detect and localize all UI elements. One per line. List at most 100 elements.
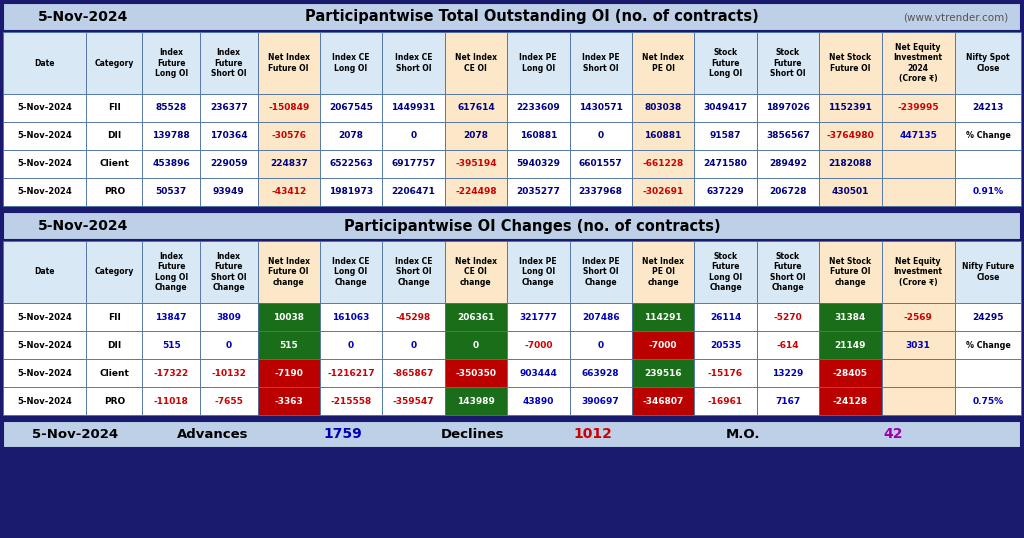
Text: Index
Future
Short OI
Change: Index Future Short OI Change <box>211 252 247 292</box>
Text: Index PE
Long OI: Index PE Long OI <box>519 53 557 73</box>
Text: 5-Nov-2024: 5-Nov-2024 <box>38 10 128 24</box>
Bar <box>257 94 319 122</box>
Bar <box>319 241 382 303</box>
Bar <box>444 122 507 150</box>
Bar <box>882 359 955 387</box>
Bar <box>757 241 819 303</box>
Text: Participantwise Total Outstanding OI (no. of contracts): Participantwise Total Outstanding OI (no… <box>305 10 759 25</box>
Bar <box>142 178 200 206</box>
Text: 0: 0 <box>598 341 604 350</box>
Bar <box>819 178 882 206</box>
Bar <box>319 94 382 122</box>
Bar <box>507 32 569 94</box>
Text: Index PE
Short OI: Index PE Short OI <box>582 53 620 73</box>
Text: Net Index
PE OI: Net Index PE OI <box>642 53 684 73</box>
Bar <box>569 178 632 206</box>
Bar <box>319 387 382 415</box>
Bar <box>694 32 757 94</box>
Text: -215558: -215558 <box>331 397 372 406</box>
Text: 50537: 50537 <box>156 188 186 196</box>
Text: 161063: 161063 <box>333 313 370 322</box>
Text: -1216217: -1216217 <box>328 369 375 378</box>
Bar <box>86 94 142 122</box>
Text: 2035277: 2035277 <box>516 188 560 196</box>
Bar <box>507 331 569 359</box>
Text: 207486: 207486 <box>582 313 620 322</box>
Text: 13847: 13847 <box>156 313 187 322</box>
Text: 903444: 903444 <box>519 369 557 378</box>
Text: 5940329: 5940329 <box>516 159 560 168</box>
Text: 1430571: 1430571 <box>579 103 623 112</box>
Bar <box>757 331 819 359</box>
Text: 6917757: 6917757 <box>391 159 435 168</box>
Bar <box>819 331 882 359</box>
Text: -3363: -3363 <box>274 397 303 406</box>
Bar <box>382 150 444 178</box>
Text: 803038: 803038 <box>644 103 682 112</box>
Text: 2078: 2078 <box>339 131 364 140</box>
Text: -239995: -239995 <box>897 103 939 112</box>
Bar <box>142 359 200 387</box>
Bar <box>507 178 569 206</box>
Bar <box>632 359 694 387</box>
Bar <box>257 122 319 150</box>
Text: DII: DII <box>108 341 122 350</box>
Text: 143989: 143989 <box>457 397 495 406</box>
Bar <box>142 387 200 415</box>
Text: -302691: -302691 <box>642 188 684 196</box>
Bar <box>382 178 444 206</box>
Text: 26114: 26114 <box>710 313 741 322</box>
Bar <box>507 122 569 150</box>
Bar <box>882 150 955 178</box>
Text: -661228: -661228 <box>642 159 684 168</box>
Text: Stock
Future
Short OI
Change: Stock Future Short OI Change <box>770 252 806 292</box>
Text: 617614: 617614 <box>457 103 495 112</box>
Bar <box>955 122 1021 150</box>
Text: 5-Nov-2024: 5-Nov-2024 <box>17 341 72 350</box>
Bar <box>757 359 819 387</box>
Bar <box>632 122 694 150</box>
Bar <box>757 150 819 178</box>
Bar <box>3 32 86 94</box>
Text: -16961: -16961 <box>708 397 743 406</box>
Bar <box>819 150 882 178</box>
Text: Net Equity
Investment
(Crore ₹): Net Equity Investment (Crore ₹) <box>894 257 943 287</box>
Text: PRO: PRO <box>103 397 125 406</box>
Bar <box>757 122 819 150</box>
Text: -350350: -350350 <box>456 369 497 378</box>
Bar <box>200 122 257 150</box>
Bar <box>632 331 694 359</box>
Text: -359547: -359547 <box>392 397 434 406</box>
Bar <box>507 303 569 331</box>
Bar <box>955 94 1021 122</box>
Text: Nifty Spot
Close: Nifty Spot Close <box>967 53 1010 73</box>
Text: 24295: 24295 <box>972 313 1004 322</box>
Bar <box>882 178 955 206</box>
Text: 0: 0 <box>411 131 417 140</box>
Text: Net Index
CE OI: Net Index CE OI <box>455 53 497 73</box>
Text: Declines: Declines <box>441 428 505 441</box>
Text: 5-Nov-2024: 5-Nov-2024 <box>32 428 118 441</box>
Bar <box>507 150 569 178</box>
Bar <box>86 122 142 150</box>
Text: Index PE
Short OI
Change: Index PE Short OI Change <box>582 257 620 287</box>
Text: 2067545: 2067545 <box>329 103 373 112</box>
Text: 515: 515 <box>162 341 180 350</box>
Text: 224837: 224837 <box>270 159 307 168</box>
Bar <box>3 331 86 359</box>
Bar <box>694 241 757 303</box>
Bar <box>694 303 757 331</box>
Bar <box>757 94 819 122</box>
Bar <box>444 32 507 94</box>
Bar <box>757 32 819 94</box>
Bar <box>86 150 142 178</box>
Bar <box>632 94 694 122</box>
Text: Net Stock
Future OI: Net Stock Future OI <box>829 53 871 73</box>
Bar <box>955 303 1021 331</box>
Text: -5270: -5270 <box>773 313 802 322</box>
Text: -224498: -224498 <box>455 188 497 196</box>
Bar <box>694 122 757 150</box>
Text: Category: Category <box>94 59 134 67</box>
Text: % Change: % Change <box>966 131 1011 140</box>
Bar <box>142 32 200 94</box>
